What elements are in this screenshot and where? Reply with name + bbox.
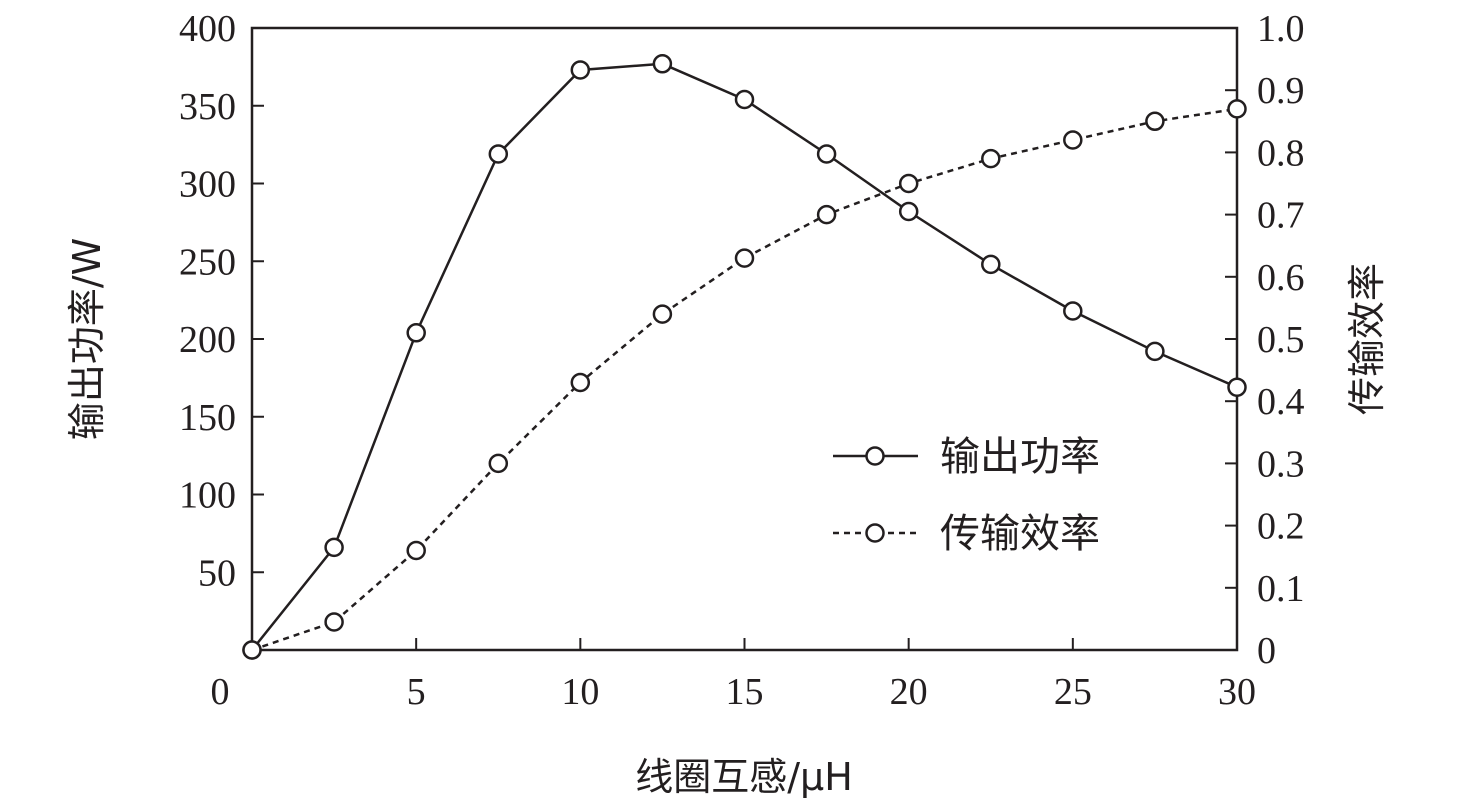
legend-marker-efficiency bbox=[865, 523, 885, 543]
right-y-tick-label: 0.1 bbox=[1257, 568, 1305, 610]
left-y-tick-label: 100 bbox=[179, 475, 236, 517]
data-point-efficiency bbox=[324, 612, 344, 632]
data-point-efficiency bbox=[898, 173, 919, 194]
data-point-efficiency bbox=[816, 204, 837, 225]
data-point-power bbox=[1145, 341, 1165, 362]
data-point-power bbox=[652, 54, 673, 74]
data-point-efficiency bbox=[1145, 111, 1165, 132]
series-layer bbox=[242, 54, 1247, 660]
legend-marker-power bbox=[865, 446, 885, 466]
data-point-power bbox=[324, 537, 344, 558]
data-point-power bbox=[898, 201, 919, 222]
data-point-power bbox=[488, 144, 509, 164]
x-axis-ticks: 0 5 10 15 20 25 30 bbox=[211, 638, 1256, 713]
legend-label-efficiency: 传输效率 bbox=[940, 511, 1100, 557]
data-point-efficiency bbox=[570, 372, 591, 393]
right-y-tick-label: 0.8 bbox=[1257, 132, 1305, 174]
data-point-efficiency bbox=[488, 453, 509, 474]
left-y-axis-ticks: 50 100 150 200 250 300 350 400 bbox=[179, 8, 264, 594]
right-y-tick-label: 0.9 bbox=[1257, 70, 1305, 112]
x-tick-label: 30 bbox=[1218, 671, 1256, 713]
left-y-tick-label: 300 bbox=[179, 164, 236, 206]
series-line-efficiency bbox=[251, 107, 1238, 652]
left-y-axis-title: 输出功率/W bbox=[65, 238, 109, 440]
data-point-efficiency bbox=[242, 640, 262, 660]
right-y-axis-ticks: 0 0.1 0.2 0.3 0.4 0.5 0.6 0.7 0.8 0.9 1.0 bbox=[1225, 8, 1305, 672]
right-y-tick-label: 1.0 bbox=[1257, 8, 1305, 50]
data-point-power bbox=[1063, 301, 1083, 321]
right-y-tick-label: 0.4 bbox=[1257, 381, 1305, 423]
right-y-tick-label: 0 bbox=[1257, 630, 1276, 672]
data-point-power bbox=[734, 89, 755, 110]
left-y-tick-label: 250 bbox=[179, 241, 236, 283]
legend: 输出功率 传输效率 bbox=[833, 434, 1100, 557]
data-point-efficiency bbox=[406, 540, 426, 561]
right-y-tick-label: 0.7 bbox=[1257, 195, 1305, 237]
right-y-axis-title: 传输效率 bbox=[1345, 263, 1389, 415]
series-line-power bbox=[251, 62, 1238, 651]
left-y-tick-label: 150 bbox=[179, 397, 236, 439]
left-y-tick-label: 50 bbox=[198, 552, 236, 594]
left-y-tick-label: 200 bbox=[179, 319, 236, 361]
data-point-power bbox=[570, 60, 591, 80]
legend-label-power: 输出功率 bbox=[940, 434, 1100, 480]
right-y-tick-label: 0.5 bbox=[1257, 319, 1305, 361]
right-y-tick-label: 0.2 bbox=[1257, 506, 1305, 548]
data-point-efficiency bbox=[652, 304, 673, 324]
x-tick-label: 20 bbox=[890, 671, 928, 713]
left-y-tick-label: 400 bbox=[179, 8, 236, 50]
right-y-tick-label: 0.3 bbox=[1257, 443, 1305, 485]
x-axis-title: 线圈互感/μH bbox=[635, 755, 853, 799]
x-tick-label: 10 bbox=[561, 671, 599, 713]
data-point-power bbox=[816, 144, 837, 164]
x-tick-label: 5 bbox=[407, 671, 426, 713]
x-tick-label: 25 bbox=[1054, 671, 1092, 713]
data-point-efficiency bbox=[734, 248, 755, 268]
data-point-power bbox=[1227, 377, 1247, 397]
x-tick-label: 15 bbox=[726, 671, 764, 713]
x-tick-label: 0 bbox=[211, 671, 230, 713]
data-point-power bbox=[981, 254, 1001, 275]
data-point-power bbox=[406, 323, 426, 343]
data-point-efficiency bbox=[1227, 99, 1247, 119]
right-y-tick-label: 0.6 bbox=[1257, 257, 1305, 299]
data-point-efficiency bbox=[1063, 130, 1083, 150]
data-point-efficiency bbox=[981, 148, 1001, 169]
left-y-tick-label: 350 bbox=[179, 86, 236, 128]
